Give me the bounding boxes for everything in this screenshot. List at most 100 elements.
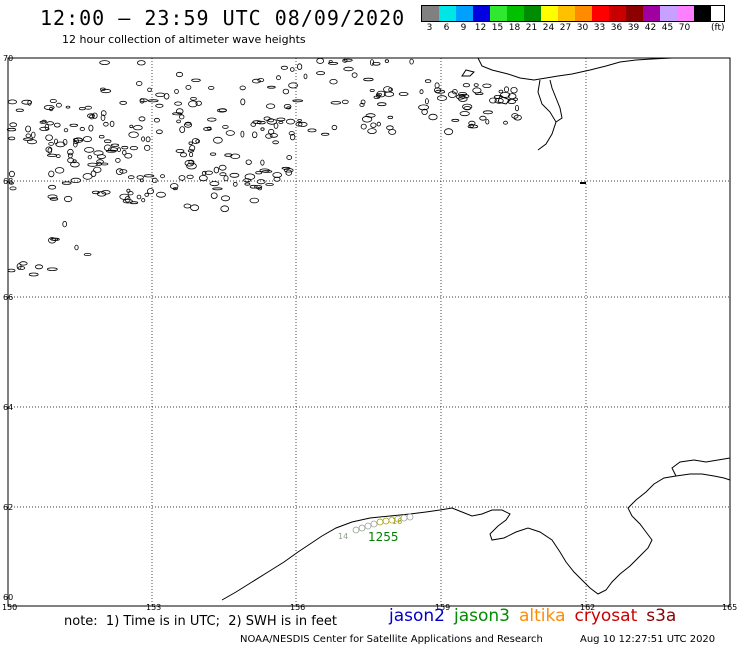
- lon-label-150: 150: [2, 603, 17, 612]
- ice-contour: [272, 140, 279, 145]
- legend-swatch: [592, 6, 609, 21]
- ice-contour: [254, 184, 263, 189]
- map-title: 12:00 – 23:59 UTC 08/09/2020: [40, 6, 406, 30]
- ice-contour: [25, 133, 31, 138]
- legend-label: 36: [610, 23, 623, 33]
- south-coastline-inlet: [671, 457, 731, 477]
- ice-contour: [87, 113, 95, 119]
- ice-contour: [503, 120, 508, 125]
- ice-contour: [8, 136, 16, 141]
- ice-contour: [219, 172, 227, 177]
- ice-contour: [133, 125, 143, 131]
- ice-contour: [482, 110, 493, 115]
- ice-contour: [119, 100, 127, 105]
- ice-contour: [222, 125, 229, 129]
- ice-contour: [55, 141, 66, 148]
- ice-contour: [7, 268, 16, 273]
- ice-contour: [82, 136, 92, 143]
- ice-contour: [224, 153, 233, 157]
- ice-contour: [79, 126, 85, 132]
- ice-contour: [183, 122, 193, 128]
- ice-contour: [143, 174, 155, 178]
- legend-swatch: [677, 6, 694, 21]
- ice-contour: [267, 85, 276, 89]
- ice-contour: [35, 264, 44, 270]
- ice-contour: [343, 66, 354, 72]
- ice-contour: [435, 89, 446, 94]
- legend-swatch: [575, 6, 592, 21]
- legend-swatch: [524, 6, 541, 21]
- ice-contour: [288, 131, 295, 136]
- ice-contour: [73, 137, 83, 142]
- ice-contour: [115, 157, 121, 163]
- lat-label-60: 60: [3, 593, 13, 602]
- graticule: [8, 58, 730, 606]
- ice-contour: [370, 122, 377, 128]
- ice-contour: [56, 102, 62, 108]
- ice-contour: [503, 86, 509, 93]
- ice-contour: [70, 177, 82, 183]
- ice-contour: [513, 114, 522, 121]
- ice-contour: [251, 78, 261, 84]
- ice-contour: [93, 150, 104, 156]
- legend-swatch: [558, 6, 575, 21]
- ice-contour: [377, 102, 387, 107]
- ice-contour: [273, 122, 279, 129]
- ice-contour: [280, 65, 288, 70]
- ice-contour: [409, 58, 414, 65]
- ice-contour: [145, 136, 151, 143]
- legend-swatch: [456, 6, 473, 21]
- ice-contour: [360, 99, 366, 105]
- ice-contour: [331, 124, 338, 131]
- ice-contour: [474, 92, 484, 95]
- ice-contour: [138, 116, 146, 122]
- ice-contour: [155, 129, 163, 135]
- lon-label-153: 153: [146, 603, 161, 612]
- lon-label-156: 156: [290, 603, 305, 612]
- ice-contour: [126, 188, 131, 193]
- ice-contour: [218, 164, 227, 171]
- legend-swatch: [422, 6, 439, 21]
- ice-contour: [91, 190, 100, 195]
- ice-contour: [67, 148, 74, 156]
- ice-contour: [204, 170, 213, 175]
- legend-label: 6: [443, 23, 450, 33]
- ice-contour: [286, 106, 291, 110]
- ice-contour: [136, 194, 142, 200]
- ice-contour: [39, 126, 50, 131]
- ice-contour: [372, 61, 381, 66]
- ice-contour: [452, 89, 458, 95]
- lat-label-66: 66: [3, 293, 13, 302]
- legend-label: 33: [593, 23, 606, 33]
- ice-contour: [63, 128, 69, 133]
- legend-color-scale: [421, 5, 725, 22]
- ice-contour: [137, 60, 146, 66]
- ice-contour: [6, 127, 17, 132]
- ice-contour: [53, 122, 61, 128]
- legend-swatch: [694, 6, 711, 21]
- ice-contour: [329, 78, 338, 85]
- ice-contour: [369, 89, 375, 93]
- ice-contour: [263, 116, 271, 121]
- ice-contour: [79, 107, 86, 111]
- ice-contour: [229, 172, 240, 178]
- ice-contour: [307, 128, 317, 133]
- satellite-jason3: jason3: [454, 606, 510, 626]
- ice-contour: [129, 124, 134, 129]
- ice-contour: [418, 104, 430, 111]
- ice-contour: [510, 86, 518, 94]
- ice-contour: [265, 103, 276, 109]
- ice-contour: [89, 114, 95, 120]
- ice-contour: [147, 99, 159, 103]
- ice-contour: [27, 99, 32, 106]
- ice-contour: [508, 93, 517, 100]
- ice-contour: [360, 123, 367, 130]
- ice-contour: [122, 149, 127, 156]
- ice-contour: [48, 141, 54, 146]
- legend-swatch: [643, 6, 660, 21]
- ice-contour: [469, 123, 475, 128]
- ice-contour: [67, 152, 73, 159]
- lat-label-64: 64: [3, 403, 13, 412]
- ice-contour: [84, 105, 92, 110]
- satellite-cryosat: cryosat: [574, 606, 638, 626]
